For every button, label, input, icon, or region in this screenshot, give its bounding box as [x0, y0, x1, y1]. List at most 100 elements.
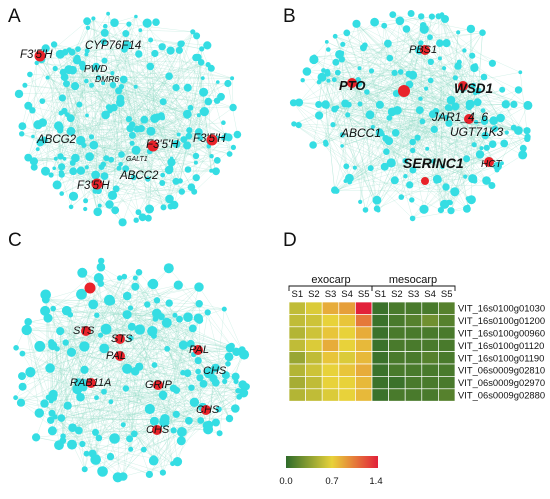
- network-node: [92, 62, 100, 71]
- gene-label: PAL: [189, 344, 209, 356]
- network-edge: [388, 140, 412, 200]
- network-edge: [130, 335, 155, 450]
- network-node: [226, 151, 233, 157]
- network-node: [381, 22, 388, 29]
- gene-label: WSD1: [454, 81, 493, 96]
- network-node: [91, 16, 96, 21]
- network-node: [105, 200, 114, 209]
- gene-label: UGT71K3: [450, 125, 504, 139]
- network-edge: [55, 68, 209, 102]
- network-edge: [22, 276, 125, 387]
- network-edge: [334, 189, 455, 192]
- network-node: [427, 58, 434, 65]
- network-node: [214, 419, 220, 426]
- network-node: [106, 452, 115, 461]
- heatmap-cell: [288, 301, 306, 315]
- network-edge: [391, 16, 439, 112]
- colorbar-tick: 1.4: [369, 476, 382, 487]
- hub-node: [84, 282, 96, 294]
- network-node: [48, 172, 54, 178]
- network-node: [315, 101, 323, 108]
- network-node: [163, 263, 174, 274]
- network-node: [315, 111, 324, 120]
- network-edge: [441, 14, 464, 88]
- network-node: [173, 280, 183, 290]
- network-node: [85, 25, 91, 30]
- network-node: [402, 158, 409, 164]
- network-edge: [30, 319, 200, 373]
- heatmap-cell: [388, 338, 406, 352]
- network-edge: [72, 386, 247, 428]
- network-node: [343, 29, 351, 37]
- network-edge: [60, 112, 92, 137]
- network-node: [38, 118, 47, 127]
- row-label: VIT_16s0100g01200: [458, 315, 545, 326]
- network-node: [53, 156, 58, 161]
- network-node: [447, 106, 453, 111]
- network-edge: [66, 83, 177, 182]
- network-node: [475, 150, 485, 159]
- network-edge: [65, 294, 82, 343]
- network-edge: [44, 310, 69, 407]
- network-node: [409, 138, 417, 146]
- network-node: [54, 346, 60, 352]
- network-node: [122, 291, 132, 301]
- network-c: [13, 257, 250, 483]
- network-edge: [434, 129, 437, 181]
- row-label: VIT_16s0100g01190: [458, 352, 544, 363]
- network-node: [83, 17, 91, 26]
- network-node: [45, 75, 50, 80]
- network-node: [147, 280, 155, 288]
- network-node: [47, 416, 55, 424]
- network-edge: [349, 178, 455, 192]
- heatmap-cell: [371, 363, 389, 377]
- network-edge: [111, 87, 188, 160]
- network-node: [440, 164, 445, 170]
- network-node: [165, 299, 173, 307]
- network-node: [197, 135, 204, 141]
- network-edge: [100, 283, 225, 310]
- network-node: [330, 122, 336, 128]
- gene-label: GALT1: [126, 156, 148, 163]
- network-node: [316, 79, 322, 85]
- network-node: [98, 257, 105, 265]
- network-edge: [207, 312, 225, 382]
- network-node: [367, 165, 374, 172]
- network-node: [524, 133, 531, 140]
- network-node: [56, 123, 64, 131]
- network-node: [445, 119, 453, 127]
- network-edge: [61, 168, 120, 194]
- network-edge: [153, 328, 193, 337]
- network-edge: [95, 66, 106, 115]
- network-node: [309, 141, 317, 149]
- network-node: [48, 409, 56, 417]
- column-labels: S1 S2 S3 S4 S5 S1 S2 S3 S4 S5: [291, 289, 452, 300]
- network-node: [172, 84, 180, 92]
- network-node: [229, 103, 237, 112]
- network-node: [386, 115, 393, 121]
- network-node: [34, 340, 46, 352]
- network-edge: [162, 328, 193, 395]
- network-edge: [354, 167, 441, 211]
- network-node: [27, 71, 33, 78]
- network-node: [127, 305, 134, 311]
- network-edge: [27, 286, 200, 323]
- hub-node: [484, 157, 494, 167]
- panel-a-letter: A: [8, 6, 21, 27]
- network-node: [228, 342, 235, 350]
- network-node: [133, 84, 138, 89]
- network-node: [79, 440, 86, 448]
- network-node: [110, 103, 118, 112]
- network-edge: [358, 73, 409, 84]
- network-edge: [139, 329, 173, 464]
- heatmap-cell: [388, 326, 406, 340]
- network-edge: [127, 314, 229, 364]
- network-edge: [70, 314, 102, 471]
- heatmap-cell: [438, 363, 456, 377]
- network-node: [225, 414, 234, 423]
- network-node: [504, 130, 509, 135]
- heatmap-cell: [421, 388, 439, 402]
- network-node: [48, 339, 55, 346]
- network-node: [110, 18, 119, 28]
- heatmap-cell: [338, 363, 356, 377]
